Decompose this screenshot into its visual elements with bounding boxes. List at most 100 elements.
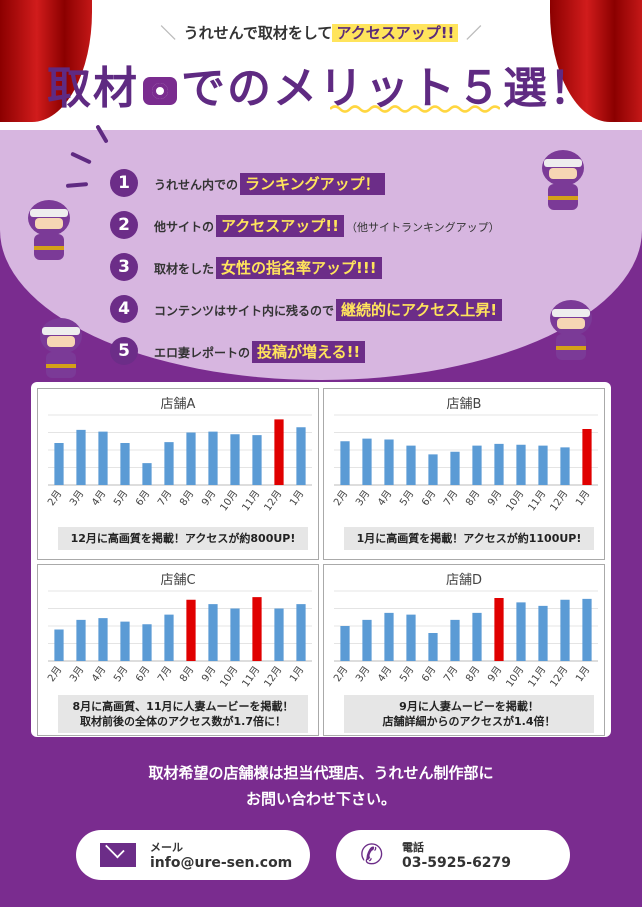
x-tick-label: 12月 xyxy=(548,664,571,690)
bar xyxy=(494,443,504,485)
phone-number[interactable]: 03-5925-6279 xyxy=(402,855,512,871)
bar xyxy=(54,629,64,661)
merit-item: 1 うれせん内での ランキングアップ！ xyxy=(110,162,550,204)
bar xyxy=(296,604,306,661)
merit-highlight: アクセスアップ!! xyxy=(216,214,344,237)
x-tick-label: 4月 xyxy=(375,664,394,684)
bar xyxy=(274,419,284,485)
bar xyxy=(208,604,218,661)
chart-note-line: 12月に高画質を掲載！アクセスが約800UP! xyxy=(70,532,296,545)
cta-line: お問い合わせ下さい。 xyxy=(245,790,396,808)
chart-card: 店舗B 2月 3月 4月 5月 6月 7月 8月 9月 10月 11月 12月 1月 1月に高画質を掲… xyxy=(323,388,605,560)
email-contact[interactable]: メール info@ure-sen.com xyxy=(76,830,310,880)
x-tick-label: 2月 xyxy=(331,664,350,684)
bar xyxy=(164,442,174,485)
merit-highlight: 投稿が増える!! xyxy=(252,340,366,363)
ninja-mascot-icon xyxy=(34,318,88,380)
x-tick-label: 6月 xyxy=(133,488,152,508)
x-tick-label: 4月 xyxy=(89,664,108,684)
x-tick-label: 3月 xyxy=(353,488,372,508)
merit-text: うれせん内での xyxy=(154,177,239,192)
x-tick-label: 10月 xyxy=(504,664,527,690)
chart-note: 9月に人妻ムービーを掲載！ 店舗詳細からのアクセスが1.4倍！ xyxy=(344,695,594,733)
x-tick-label: 6月 xyxy=(419,664,438,684)
chart-note-line: 1月に高画質を掲載！アクセスが約1100UP! xyxy=(356,532,582,545)
x-tick-label: 9月 xyxy=(485,664,504,684)
header: ＼ うれせんで取材をして アクセスアップ!! ／ 取材 でのメリット５選！ xyxy=(0,0,642,135)
phone-contact[interactable]: ✆ 電話 03-5925-6279 xyxy=(336,830,570,880)
email-address[interactable]: info@ure-sen.com xyxy=(150,855,293,871)
bar xyxy=(538,605,548,661)
x-tick-label: 12月 xyxy=(548,488,571,514)
chart-title: 店舗B xyxy=(446,397,482,412)
bar xyxy=(230,434,240,485)
x-tick-label: 1月 xyxy=(287,664,306,684)
bar xyxy=(406,614,416,661)
phone-icon: ✆ xyxy=(360,838,384,871)
x-tick-label: 8月 xyxy=(177,488,196,508)
x-tick-label: 9月 xyxy=(199,488,218,508)
merit-text: 取材をした xyxy=(154,261,215,276)
x-tick-label: 7月 xyxy=(155,488,174,508)
merits-list: 1 うれせん内での ランキングアップ！ 2 他サイトの アクセスアップ!! （他サイト… xyxy=(110,162,550,372)
merit-number: 3 xyxy=(110,253,138,281)
merit-item: 4 コンテンツはサイト内に残るので 継続的にアクセス上昇! xyxy=(110,288,550,330)
x-tick-label: 4月 xyxy=(89,488,108,508)
merit-number: 1 xyxy=(110,169,138,197)
merit-number: 2 xyxy=(110,211,138,239)
merit-item: 5 エロ妻レポートの 投稿が増える!! xyxy=(110,330,550,372)
ninja-mascot-icon xyxy=(544,300,598,362)
bar xyxy=(208,431,218,485)
x-tick-label: 8月 xyxy=(463,664,482,684)
x-tick-label: 8月 xyxy=(177,664,196,684)
x-tick-label: 2月 xyxy=(45,488,64,508)
merit-highlight: ランキングアップ！ xyxy=(240,172,385,195)
bar xyxy=(516,444,526,485)
bar xyxy=(98,618,108,661)
x-tick-label: 9月 xyxy=(485,488,504,508)
bar xyxy=(472,612,482,661)
bar xyxy=(362,438,372,485)
subtitle: ＼ うれせんで取材をして アクセスアップ!! ／ xyxy=(160,24,482,42)
merit-text: 他サイトの xyxy=(154,219,215,234)
merit-highlight: 女性の指名率アップ!!! xyxy=(216,256,382,279)
x-tick-label: 7月 xyxy=(441,488,460,508)
chart-note: 8月に高画質、11月に人妻ムービーを掲載！ 取材前後の全体のアクセス数が1.7倍… xyxy=(58,695,308,733)
chart-card: 店舗A 2月 3月 4月 5月 6月 7月 8月 9月 10月 11月 12月 1月 12月に高画質を… xyxy=(37,388,319,560)
bar-chart: 2月 3月 4月 5月 6月 7月 8月 9月 10月 11月 12月 1月 xyxy=(331,414,598,514)
bar xyxy=(450,619,460,661)
x-tick-label: 11月 xyxy=(240,488,263,514)
x-tick-label: 3月 xyxy=(353,664,372,684)
merit-item: 3 取材をした 女性の指名率アップ!!! xyxy=(110,246,550,288)
x-tick-label: 7月 xyxy=(155,664,174,684)
merit-item: 2 他サイトの アクセスアップ!! （他サイトランキングアップ） xyxy=(110,204,550,246)
merit-note: （他サイトランキングアップ） xyxy=(345,220,500,234)
subtitle-highlight: アクセスアップ!! xyxy=(332,24,459,42)
x-tick-label: 9月 xyxy=(199,664,218,684)
bar xyxy=(76,429,86,485)
camera-icon xyxy=(143,77,177,105)
chart-note: 12月に高画質を掲載！アクセスが約800UP! xyxy=(58,527,308,550)
title-part2: でのメリット５選！ xyxy=(181,63,595,114)
chart-title: 店舗C xyxy=(160,573,196,588)
merit-text: コンテンツはサイト内に残るので xyxy=(154,303,335,318)
bar xyxy=(516,602,526,661)
subtitle-lead: うれせんで取材をして xyxy=(183,24,333,42)
bar xyxy=(340,626,350,661)
bar-chart: 2月 3月 4月 5月 6月 7月 8月 9月 10月 11月 12月 1月 xyxy=(45,414,312,514)
bar xyxy=(186,599,196,661)
bar xyxy=(384,612,394,661)
ninja-mascot-icon xyxy=(22,200,76,262)
bar xyxy=(274,608,284,661)
x-tick-label: 3月 xyxy=(67,664,86,684)
x-tick-label: 5月 xyxy=(111,664,130,684)
bar xyxy=(252,435,262,485)
bar xyxy=(120,443,130,485)
x-tick-label: 10月 xyxy=(218,664,241,690)
wavy-underline xyxy=(330,105,500,113)
bar xyxy=(252,597,262,661)
x-tick-label: 5月 xyxy=(111,488,130,508)
bar xyxy=(406,445,416,485)
bar xyxy=(98,431,108,485)
